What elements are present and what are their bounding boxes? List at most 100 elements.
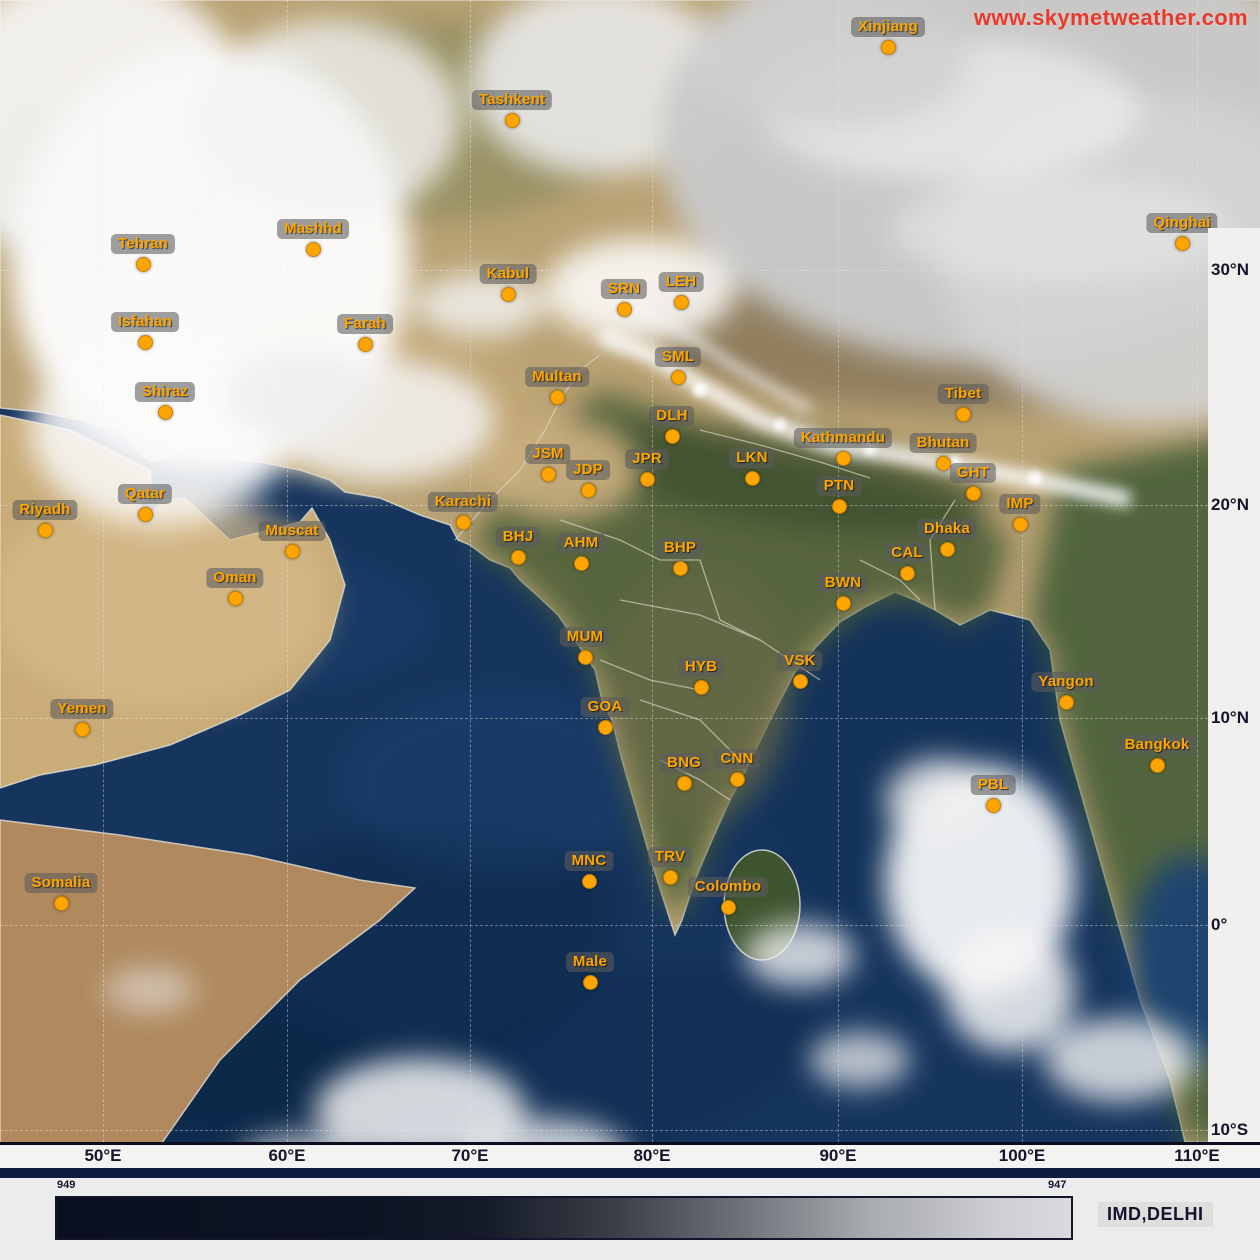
city-dot-ptn [832,499,847,514]
city-label-xinjiang: Xinjiang [851,16,925,37]
city-label-pbl: PBL [970,774,1016,795]
city-label-yangon: Yangon [1031,671,1101,692]
city-label-shiraz: Shiraz [134,381,196,402]
city-dot-muscat [285,544,300,559]
city-dot-jdp [581,483,596,498]
credit-label: IMD,DELHI [1098,1202,1213,1227]
city-label-vsk: VSK [777,650,823,671]
city-dot-colombo [721,900,736,915]
city-label-mashhd: Mashhd [277,218,349,239]
city-label-ptn: PTN [816,475,862,496]
city-dot-trv [663,870,678,885]
city-dot-isfahan [138,335,153,350]
satellite-map-canvas: Xinjiang Tashkent Qinghai Mashhd Tehran Kabul… [0,0,1260,1142]
city-dot-bwn [836,596,851,611]
city-label-qinghai: Qinghai [1146,212,1218,233]
city-dot-ght [966,486,981,501]
city-label-hyb: HYB [677,656,725,677]
graticule-meridian-90-e [838,0,839,1142]
city-dot-tashkent [505,113,520,128]
city-dot-cal [900,566,915,581]
colorbar-panel: 949 947 IMD,DELHI [0,1178,1260,1260]
city-label-jdp: JDP [566,459,610,480]
city-label-multan: Multan [525,366,589,387]
city-dot-xinjiang [881,40,896,55]
graticule-parallel-30-n [0,270,1208,271]
city-dot-bhutan [936,456,951,471]
satellite-imagery [0,0,1260,1142]
city-label-karachi: Karachi [427,491,499,512]
city-label-ght: GHT [949,462,997,483]
city-label-farah: Farah [337,313,393,334]
colorbar-min-label: 949 [57,1179,76,1191]
city-label-isfahan: Isfahan [111,311,179,332]
city-dot-farah [358,337,373,352]
city-label-dhaka: Dhaka [916,518,978,539]
city-label-jsm: JSM [525,443,571,464]
city-label-bhutan: Bhutan [909,432,977,453]
graticule-meridian-100-e [1022,0,1023,1142]
city-label-bangkok: Bangkok [1117,734,1197,755]
longitude-tick-100-e: 100°E [998,1146,1046,1165]
city-label-sml: SML [654,346,702,367]
city-label-bng: BNG [660,752,708,773]
city-dot-lkn [745,471,760,486]
graticule-meridian-110-e [1197,0,1198,1142]
city-dot-dlh [665,429,680,444]
city-label-tibet: Tibet [937,383,989,404]
city-dot-jpr [640,472,655,487]
city-label-muscat: Muscat [258,520,326,541]
city-dot-tehran [136,257,151,272]
graticule-parallel-10-n [0,718,1208,719]
colorbar-max-label: 947 [1048,1179,1067,1191]
city-label-leh: LEH [658,271,704,292]
city-label-tashkent: Tashkent [471,89,553,110]
city-label-lkn: LKN [729,447,775,468]
city-dot-karachi [456,515,471,530]
latitude-tick-30-n: 30°N [1211,260,1249,279]
graticule-meridian-80-e [652,0,653,1142]
latitude-tick-10-n: 10°N [1211,708,1249,727]
city-dot-mum [578,650,593,665]
city-dot-somalia [54,896,69,911]
city-label-cnn: CNN [713,748,761,769]
city-dot-ahm [574,556,589,571]
city-label-colombo: Colombo [687,876,769,897]
city-dot-qinghai [1175,236,1190,251]
city-label-cal: CAL [884,542,930,563]
city-dot-jsm [541,467,556,482]
city-dot-pbl [986,798,1001,813]
longitude-tick-60-e: 60°E [268,1146,306,1165]
city-dot-vsk [793,674,808,689]
city-dot-kathmandu [836,451,851,466]
latitude-tick-10-s: 10°S [1211,1120,1249,1139]
city-label-jpr: JPR [625,448,669,469]
city-label-oman: Oman [206,567,264,588]
latitude-axis [1208,228,1260,1142]
city-label-trv: TRV [647,846,693,867]
city-label-srn: SRN [600,278,648,299]
latitude-tick-0-: 0° [1211,915,1228,934]
city-dot-yangon [1059,695,1074,710]
city-dot-qatar [138,507,153,522]
graticule-parallel-0- [0,925,1208,926]
graticule-parallel-10-s [0,1130,1208,1131]
city-dot-dhaka [940,542,955,557]
city-dot-tibet [956,407,971,422]
city-dot-male [583,975,598,990]
city-label-goa: GOA [580,696,630,717]
city-dot-shiraz [158,405,173,420]
city-label-qatar: Qatar [117,483,173,504]
city-dot-mnc [582,874,597,889]
longitude-tick-80-e: 80°E [633,1146,671,1165]
graticule-meridian-60-e [287,0,288,1142]
city-dot-hyb [694,680,709,695]
city-dot-leh [674,295,689,310]
city-label-yemen: Yemen [50,698,114,719]
city-label-kathmandu: Kathmandu [793,427,893,448]
city-dot-bangkok [1150,758,1165,773]
latitude-tick-20-n: 20°N [1211,495,1249,514]
watermark-url: www.skymetweather.com [973,5,1248,30]
country-state-borders [454,354,956,801]
